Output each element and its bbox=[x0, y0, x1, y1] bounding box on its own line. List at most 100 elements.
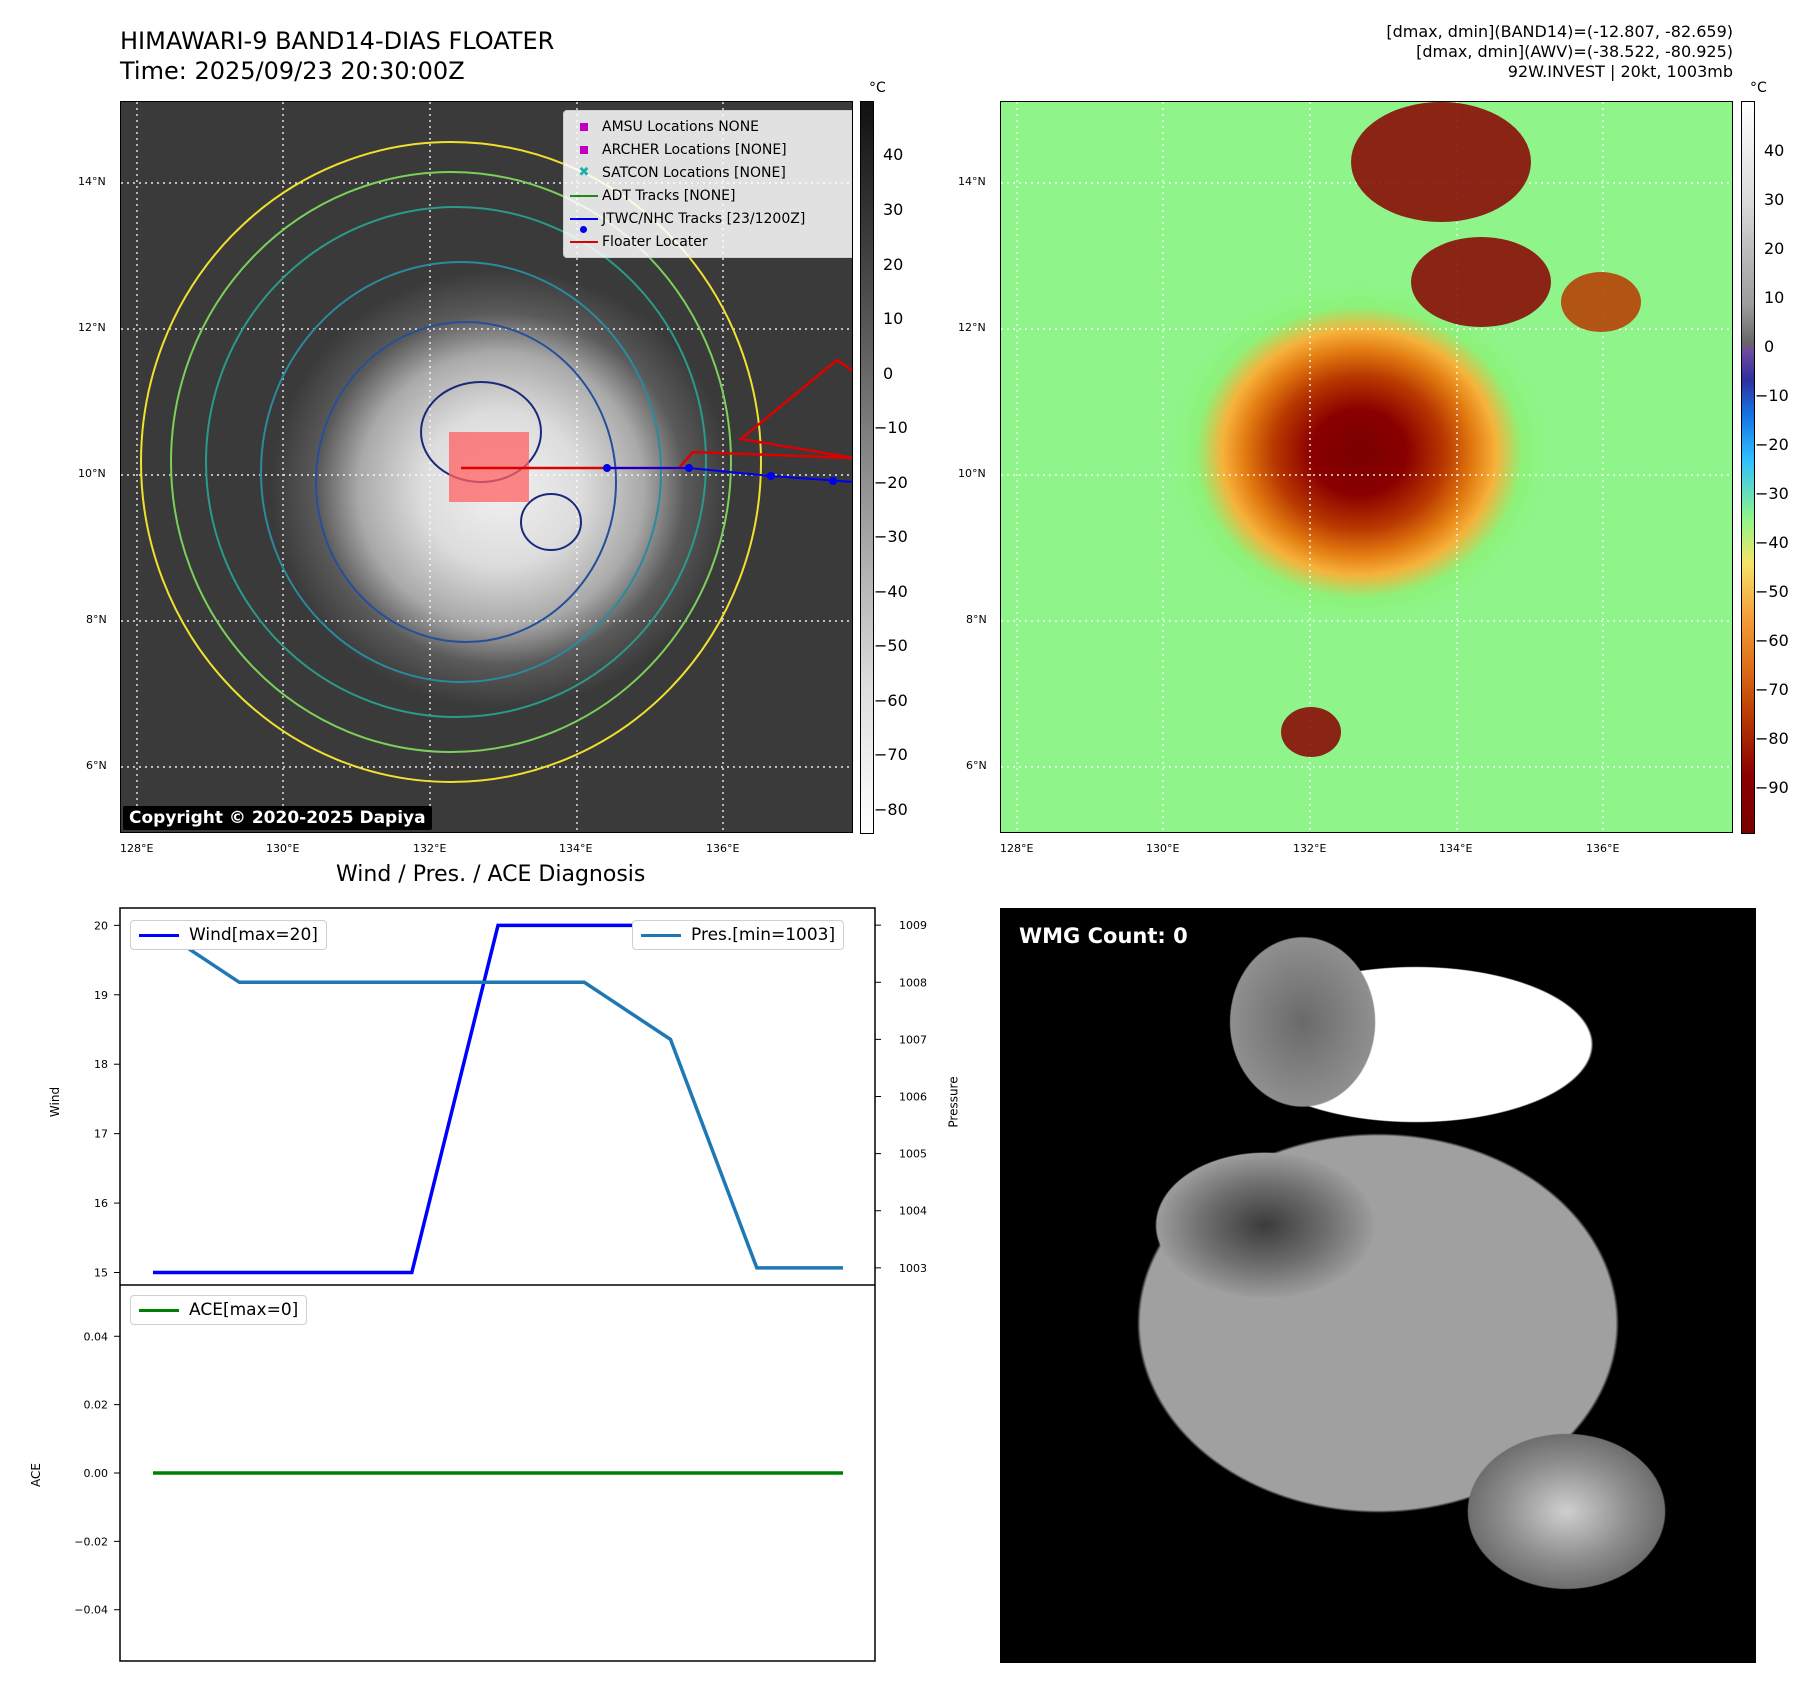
wind-tick-label: 19 bbox=[94, 989, 108, 1002]
wind-tick-label: 16 bbox=[94, 1197, 108, 1210]
title-line-2: Time: 2025/09/23 20:30:00Z bbox=[120, 57, 465, 85]
floater-locater-arrow bbox=[738, 358, 852, 459]
lon-tick: 132°E bbox=[1293, 842, 1327, 855]
line-marker-icon bbox=[566, 240, 602, 243]
jtwc-track-points bbox=[603, 464, 837, 485]
pressure-series-line bbox=[152, 923, 843, 1270]
cbar1-unit: °C bbox=[869, 80, 886, 96]
cbar-tick: 30 bbox=[1764, 190, 1785, 209]
cbar-tick: −80 bbox=[874, 800, 908, 819]
cbar-tick: −10 bbox=[874, 418, 908, 437]
ace-tick-label: −0.02 bbox=[74, 1535, 108, 1548]
cbar-tick: 40 bbox=[1764, 141, 1785, 160]
cbar-tick: −60 bbox=[1755, 631, 1789, 650]
cbar-tick: −50 bbox=[1755, 582, 1789, 601]
map-legend: AMSU Locations NONE ARCHER Locations [NO… bbox=[563, 110, 852, 258]
x-marker-icon: ✖ bbox=[578, 165, 590, 180]
lat-tick: 10°N bbox=[78, 467, 106, 480]
pressure-tick-label: 1007 bbox=[899, 1033, 927, 1046]
pressure-tick-label: 1004 bbox=[899, 1205, 927, 1218]
lat-tick: 14°N bbox=[958, 175, 986, 188]
enhanced-map-overlay bbox=[1001, 102, 1732, 832]
line-marker-icon bbox=[566, 194, 602, 197]
ace-tick-label: 0.02 bbox=[84, 1399, 109, 1412]
lat-tick: 12°N bbox=[958, 321, 986, 334]
square-marker-icon bbox=[566, 122, 602, 131]
pressure-tick-label: 1006 bbox=[899, 1091, 927, 1104]
cold-cloud-patches bbox=[1281, 102, 1641, 757]
lon-tick: 132°E bbox=[413, 842, 447, 855]
wind-tick-label: 15 bbox=[94, 1267, 108, 1280]
info-line-2: [dmax, dmin](AWV)=(-38.522, -80.925) bbox=[1416, 42, 1733, 61]
cbar-tick: −20 bbox=[874, 473, 908, 492]
cbar-tick: 40 bbox=[883, 145, 904, 164]
copyright-label: Copyright © 2020-2025 Dapiya bbox=[123, 806, 432, 830]
cbar-tick: 30 bbox=[883, 200, 904, 219]
cbar-tick: −80 bbox=[1755, 729, 1789, 748]
figure-title: HIMAWARI-9 BAND14-DIAS FLOATER Time: 202… bbox=[120, 26, 554, 86]
lon-tick: 134°E bbox=[559, 842, 593, 855]
cbar-tick: −50 bbox=[874, 636, 908, 655]
cbar2 bbox=[1741, 101, 1755, 834]
ace-ylabel: ACE bbox=[28, 1463, 43, 1487]
wind-tick-label: 20 bbox=[94, 919, 108, 932]
jtwc-track bbox=[607, 467, 852, 483]
lon-tick: 134°E bbox=[1439, 842, 1473, 855]
cbar-tick: 20 bbox=[883, 255, 904, 274]
cbar1 bbox=[860, 101, 874, 834]
wind-legend-line-icon bbox=[139, 933, 179, 937]
lat-tick: 8°N bbox=[966, 613, 987, 626]
legend-item-floater: Floater Locater bbox=[566, 230, 852, 253]
lon-tick: 136°E bbox=[706, 842, 740, 855]
pressure-ylabel: Pressure bbox=[946, 1076, 961, 1128]
ace-y-ticks: 0.04 0.02 0.00 −0.02 −0.04 bbox=[74, 1330, 120, 1617]
cbar-tick: −30 bbox=[1755, 484, 1789, 503]
pressure-legend-line-icon bbox=[641, 933, 681, 937]
cbar-tick: 10 bbox=[883, 309, 904, 328]
lat-tick: 10°N bbox=[958, 467, 986, 480]
cloud-contours bbox=[140, 141, 762, 783]
lat-tick: 6°N bbox=[86, 759, 107, 772]
cbar-tick: −30 bbox=[874, 527, 908, 546]
lon-tick: 136°E bbox=[1586, 842, 1620, 855]
lon-tick: 130°E bbox=[266, 842, 300, 855]
ir-map-overlay bbox=[121, 102, 852, 832]
ace-tick-label: 0.04 bbox=[84, 1330, 109, 1343]
pressure-tick-label: 1008 bbox=[899, 976, 927, 989]
info-line-1: [dmax, dmin](BAND14)=(-12.807, -82.659) bbox=[1386, 22, 1733, 41]
cbar-tick: 10 bbox=[1764, 288, 1785, 307]
legend-item-satcon: ✖ SATCON Locations [NONE] bbox=[566, 161, 852, 184]
lat-tick: 8°N bbox=[86, 613, 107, 626]
legend-item-amsu: AMSU Locations NONE bbox=[566, 115, 852, 138]
ace-tick-label: −0.04 bbox=[74, 1604, 108, 1617]
ace-tick-label: 0.00 bbox=[84, 1467, 109, 1480]
lat-tick: 6°N bbox=[966, 759, 987, 772]
info-line-3: 92W.INVEST | 20kt, 1003mb bbox=[1507, 62, 1733, 81]
cbar-tick: 0 bbox=[883, 364, 894, 383]
ir-map-panel: AMSU Locations NONE ARCHER Locations [NO… bbox=[120, 101, 853, 833]
legend-item-adt: ADT Tracks [NONE] bbox=[566, 184, 852, 207]
wind-ylabel: Wind bbox=[48, 1086, 63, 1118]
cbar-tick: 0 bbox=[1764, 337, 1775, 356]
cbar-tick: −10 bbox=[1755, 386, 1789, 405]
floater-locater-line bbox=[461, 450, 852, 470]
cbar-tick: −20 bbox=[1755, 435, 1789, 454]
wind-tick-label: 17 bbox=[94, 1128, 108, 1141]
storm-info: [dmax, dmin](BAND14)=(-12.807, -82.659) … bbox=[1386, 22, 1733, 82]
cbar-tick: −60 bbox=[874, 691, 908, 710]
line-dot-marker-icon bbox=[566, 217, 602, 233]
cbar2-unit: °C bbox=[1750, 80, 1767, 96]
pressure-tick-label: 1009 bbox=[899, 919, 927, 932]
enhanced-ir-map-panel bbox=[1000, 101, 1733, 833]
ace-chart: 0.04 0.02 0.00 −0.02 −0.04 bbox=[74, 1285, 876, 1662]
wmg-count-label: WMG Count: 0 bbox=[1013, 921, 1194, 951]
legend-item-archer: ARCHER Locations [NONE] bbox=[566, 138, 852, 161]
wind-legend: Wind[max=20] bbox=[130, 920, 327, 950]
ace-legend-line-icon bbox=[139, 1308, 179, 1312]
lon-tick: 128°E bbox=[1000, 842, 1034, 855]
legend-item-jtwc: JTWC/NHC Tracks [23/1200Z] bbox=[566, 207, 852, 233]
map-gridlines bbox=[1001, 102, 1732, 832]
pressure-y-ticks: 1009 1008 1007 1006 1005 1004 1003 bbox=[875, 919, 927, 1275]
lat-tick: 14°N bbox=[78, 175, 106, 188]
